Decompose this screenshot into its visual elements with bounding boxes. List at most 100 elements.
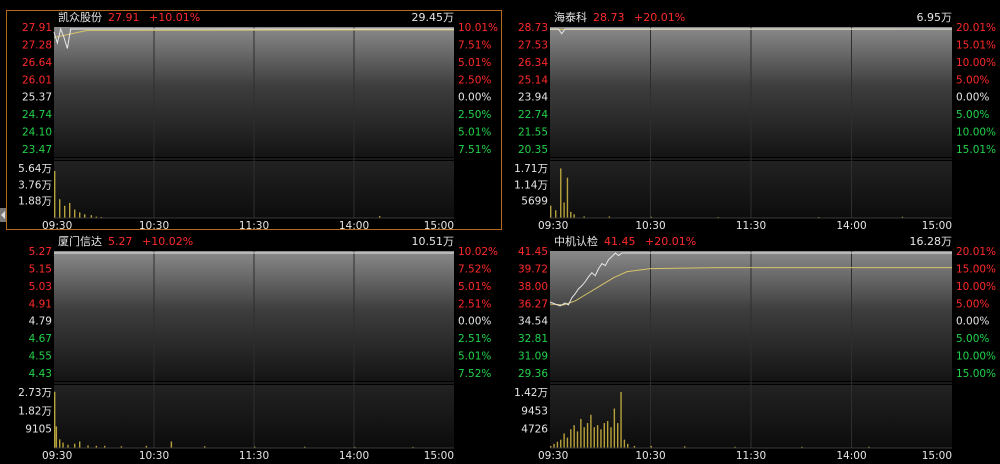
x-tick-label: 10:30: [139, 450, 169, 460]
y-pct-label: 0.00%: [956, 92, 989, 104]
volume-bar: [59, 199, 60, 218]
x-tick-label: 09:30: [538, 220, 568, 230]
volume-bar: [59, 439, 60, 448]
y-tick-label: 38.00: [518, 281, 548, 293]
volume-bar: [620, 392, 621, 448]
y-pct-label: 5.00%: [956, 333, 989, 345]
volume-tick-label: 1.88万: [18, 196, 52, 208]
total-volume: 10.51万: [412, 235, 455, 248]
volume-bar: [577, 431, 578, 448]
x-tick-label: 14:00: [836, 450, 866, 460]
x-tick-label: 09:30: [42, 220, 72, 230]
volume-tick-label: 1.42万: [514, 387, 548, 399]
y-tick-label: 27.28: [22, 39, 52, 51]
y-tick-label: 26.34: [518, 57, 548, 69]
volume-tick-label: 3.76万: [18, 179, 52, 191]
y-pct-label: 10.00%: [956, 281, 996, 293]
volume-bar: [56, 426, 57, 448]
volume-bar: [54, 171, 55, 218]
y-pct-label: 15.00%: [956, 263, 996, 275]
last-price: 41.45: [604, 235, 636, 248]
last-price: 27.91: [108, 11, 140, 24]
y-pct-label: 10.00%: [956, 351, 996, 363]
y-pct-label: 10.02%: [458, 246, 498, 258]
change-percent: +10.01%: [149, 11, 200, 24]
volume-bar: [74, 444, 75, 448]
volume-bar: [594, 427, 595, 448]
last-price: 28.73: [593, 11, 625, 24]
volume-bar: [563, 203, 564, 218]
volume-bar: [627, 444, 628, 448]
stock-name: 厦门信达: [58, 234, 102, 248]
y-pct-label: 10.01%: [458, 22, 498, 34]
y-tick-label: 32.81: [518, 333, 548, 345]
y-pct-label: 5.00%: [956, 298, 989, 310]
y-tick-label: 27.91: [22, 22, 52, 34]
y-tick-label: 34.54: [518, 316, 548, 328]
y-tick-label: 23.47: [22, 144, 52, 156]
volume-bar: [573, 425, 574, 448]
y-pct-label: 15.01%: [956, 144, 996, 156]
y-pct-label: 0.00%: [956, 316, 989, 328]
volume-bar: [550, 206, 551, 218]
y-tick-label: 28.73: [518, 22, 548, 34]
volume-bar: [614, 409, 615, 448]
volume-bar: [597, 425, 598, 448]
change-percent: +20.01%: [645, 235, 696, 248]
stock-name: 海泰科: [554, 10, 587, 24]
volume-tick-label: 5699: [521, 196, 548, 208]
x-tick-label: 15:00: [922, 450, 952, 460]
volume-tick-label: 1.71万: [514, 163, 548, 175]
y-tick-label: 21.55: [518, 127, 548, 139]
volume-tick-label: 9105: [25, 424, 52, 436]
y-tick-label: 24.10: [22, 127, 52, 139]
volume-tick-label: 9453: [521, 405, 548, 417]
volume-bar: [624, 440, 625, 448]
volume-bar: [557, 442, 558, 448]
change-percent: +10.02%: [142, 235, 193, 248]
y-tick-label: 25.14: [518, 74, 548, 86]
x-tick-label: 10:30: [635, 220, 665, 230]
volume-bar: [584, 427, 585, 448]
y-tick-label: 20.35: [518, 144, 548, 156]
x-tick-label: 15:00: [922, 220, 952, 230]
y-pct-label: 20.01%: [956, 22, 996, 34]
y-pct-label: 10.00%: [956, 57, 996, 69]
x-tick-label: 09:30: [42, 450, 72, 460]
volume-bar: [573, 214, 574, 218]
y-pct-label: 5.00%: [956, 109, 989, 121]
y-pct-label: 10.00%: [956, 127, 996, 139]
y-pct-label: 7.51%: [458, 39, 491, 51]
volume-bar: [79, 212, 80, 218]
volume-bar: [64, 206, 65, 218]
x-tick-label: 14:00: [836, 220, 866, 230]
volume-bar: [79, 442, 80, 448]
volume-tick-label: 1.14万: [514, 179, 548, 191]
volume-bar: [590, 415, 591, 448]
volume-bar: [587, 423, 588, 448]
y-pct-label: 7.52%: [458, 368, 491, 380]
y-pct-label: 2.51%: [458, 298, 491, 310]
volume-bar: [555, 210, 556, 218]
volume-bar: [570, 429, 571, 448]
last-price: 5.27: [108, 235, 133, 248]
y-tick-label: 39.72: [518, 263, 548, 275]
volume-tick-label: 5.64万: [18, 163, 52, 175]
volume-bar: [570, 212, 571, 218]
volume-bar: [74, 210, 75, 218]
volume-tick-label: 4726: [521, 424, 548, 436]
volume-bar: [567, 178, 568, 218]
volume-bar: [563, 433, 564, 448]
x-tick-label: 10:30: [635, 450, 665, 460]
x-tick-label: 14:00: [339, 220, 369, 230]
y-tick-label: 4.91: [29, 298, 52, 310]
y-pct-label: 0.00%: [458, 92, 491, 104]
y-tick-label: 36.27: [518, 298, 548, 310]
y-tick-label: 26.64: [22, 57, 52, 69]
y-tick-label: 23.94: [518, 92, 548, 104]
